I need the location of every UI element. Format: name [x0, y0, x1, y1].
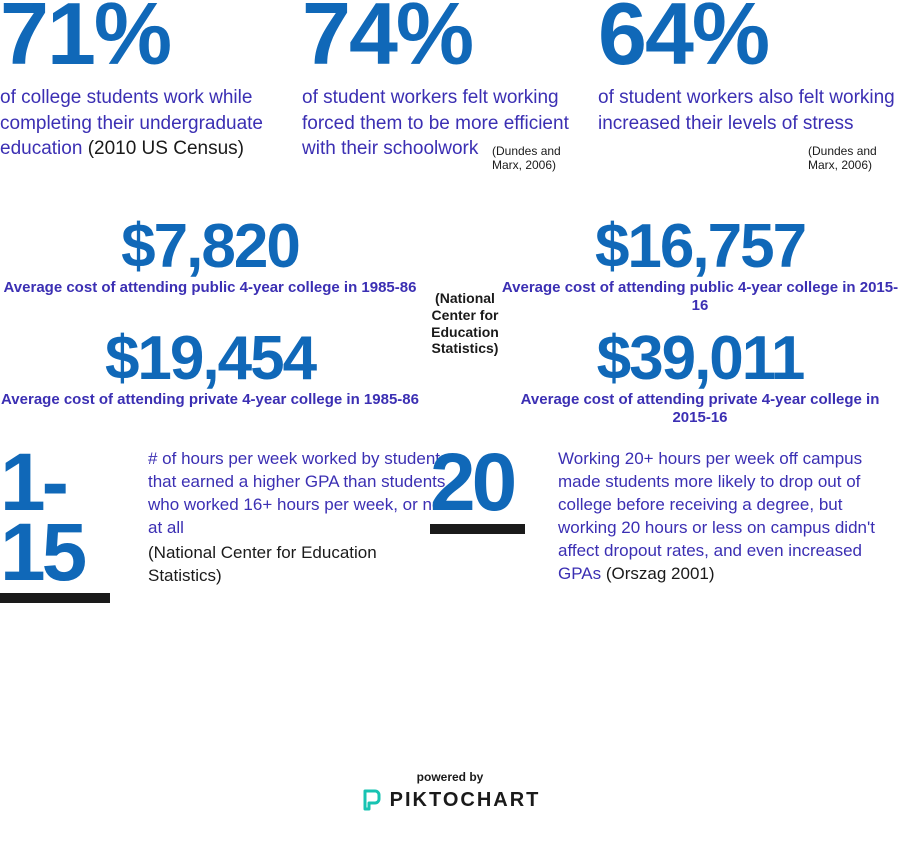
powered-by-label: powered by [0, 770, 900, 784]
stat-block-74: 74% of student workers felt working forc… [302, 0, 582, 162]
stat-source: (Dundes and Marx, 2006) [492, 144, 582, 173]
stat-block-71: 71% of college students work while compl… [0, 0, 280, 162]
brand-text: PIKTOCHART [390, 789, 541, 812]
footer: powered by PIKTOCHART [0, 770, 900, 812]
hours-desc-text: Working 20+ hours per week off campus ma… [558, 449, 875, 583]
cost-label: Average cost of attending private 4-year… [500, 391, 900, 427]
cost-block-public-1985: $7,820 Average cost of attending public … [0, 218, 420, 297]
stat-pct: 74% [302, 0, 582, 73]
hours-desc: Working 20+ hours per week off campus ma… [558, 448, 900, 586]
hours-source: (National Center for Education Statistic… [148, 542, 450, 588]
brand-logo: PIKTOCHART [0, 788, 900, 812]
stat-source: (Dundes and Marx, 2006) [808, 144, 898, 173]
stat-pct: 71% [0, 0, 280, 73]
cost-label: Average cost of attending public 4-year … [0, 279, 420, 297]
cost-value: $7,820 [0, 218, 420, 277]
stat-desc: of student workers also felt working inc… [598, 85, 898, 136]
stat-source: (2010 US Census) [88, 138, 244, 159]
hours-num: 1-15 [0, 448, 130, 587]
hours-block-right: 20 Working 20+ hours per week off campus… [430, 448, 900, 586]
stat-block-64: 64% of student workers also felt working… [598, 0, 898, 136]
cost-value: $19,454 [0, 330, 420, 389]
cost-label: Average cost of attending private 4-year… [0, 391, 420, 409]
cost-block-public-2015: $16,757 Average cost of attending public… [500, 218, 900, 315]
hours-desc: # of hours per week worked by students t… [148, 448, 450, 540]
hours-block-left: 1-15 # of hours per week worked by stude… [0, 448, 450, 603]
stat-pct: 64% [598, 0, 898, 73]
cost-block-private-1985: $19,454 Average cost of attending privat… [0, 330, 420, 409]
cost-block-private-2015: $39,011 Average cost of attending privat… [500, 330, 900, 427]
hours-desc-text: # of hours per week worked by students t… [148, 449, 449, 537]
hours-source: (Orszag 2001) [606, 564, 715, 583]
hours-num: 20 [430, 448, 540, 518]
piktochart-icon [360, 788, 384, 812]
cost-value: $39,011 [500, 330, 900, 389]
cost-label: Average cost of attending public 4-year … [500, 279, 900, 315]
stat-desc: of college students work while completin… [0, 85, 280, 162]
cost-value: $16,757 [500, 218, 900, 277]
